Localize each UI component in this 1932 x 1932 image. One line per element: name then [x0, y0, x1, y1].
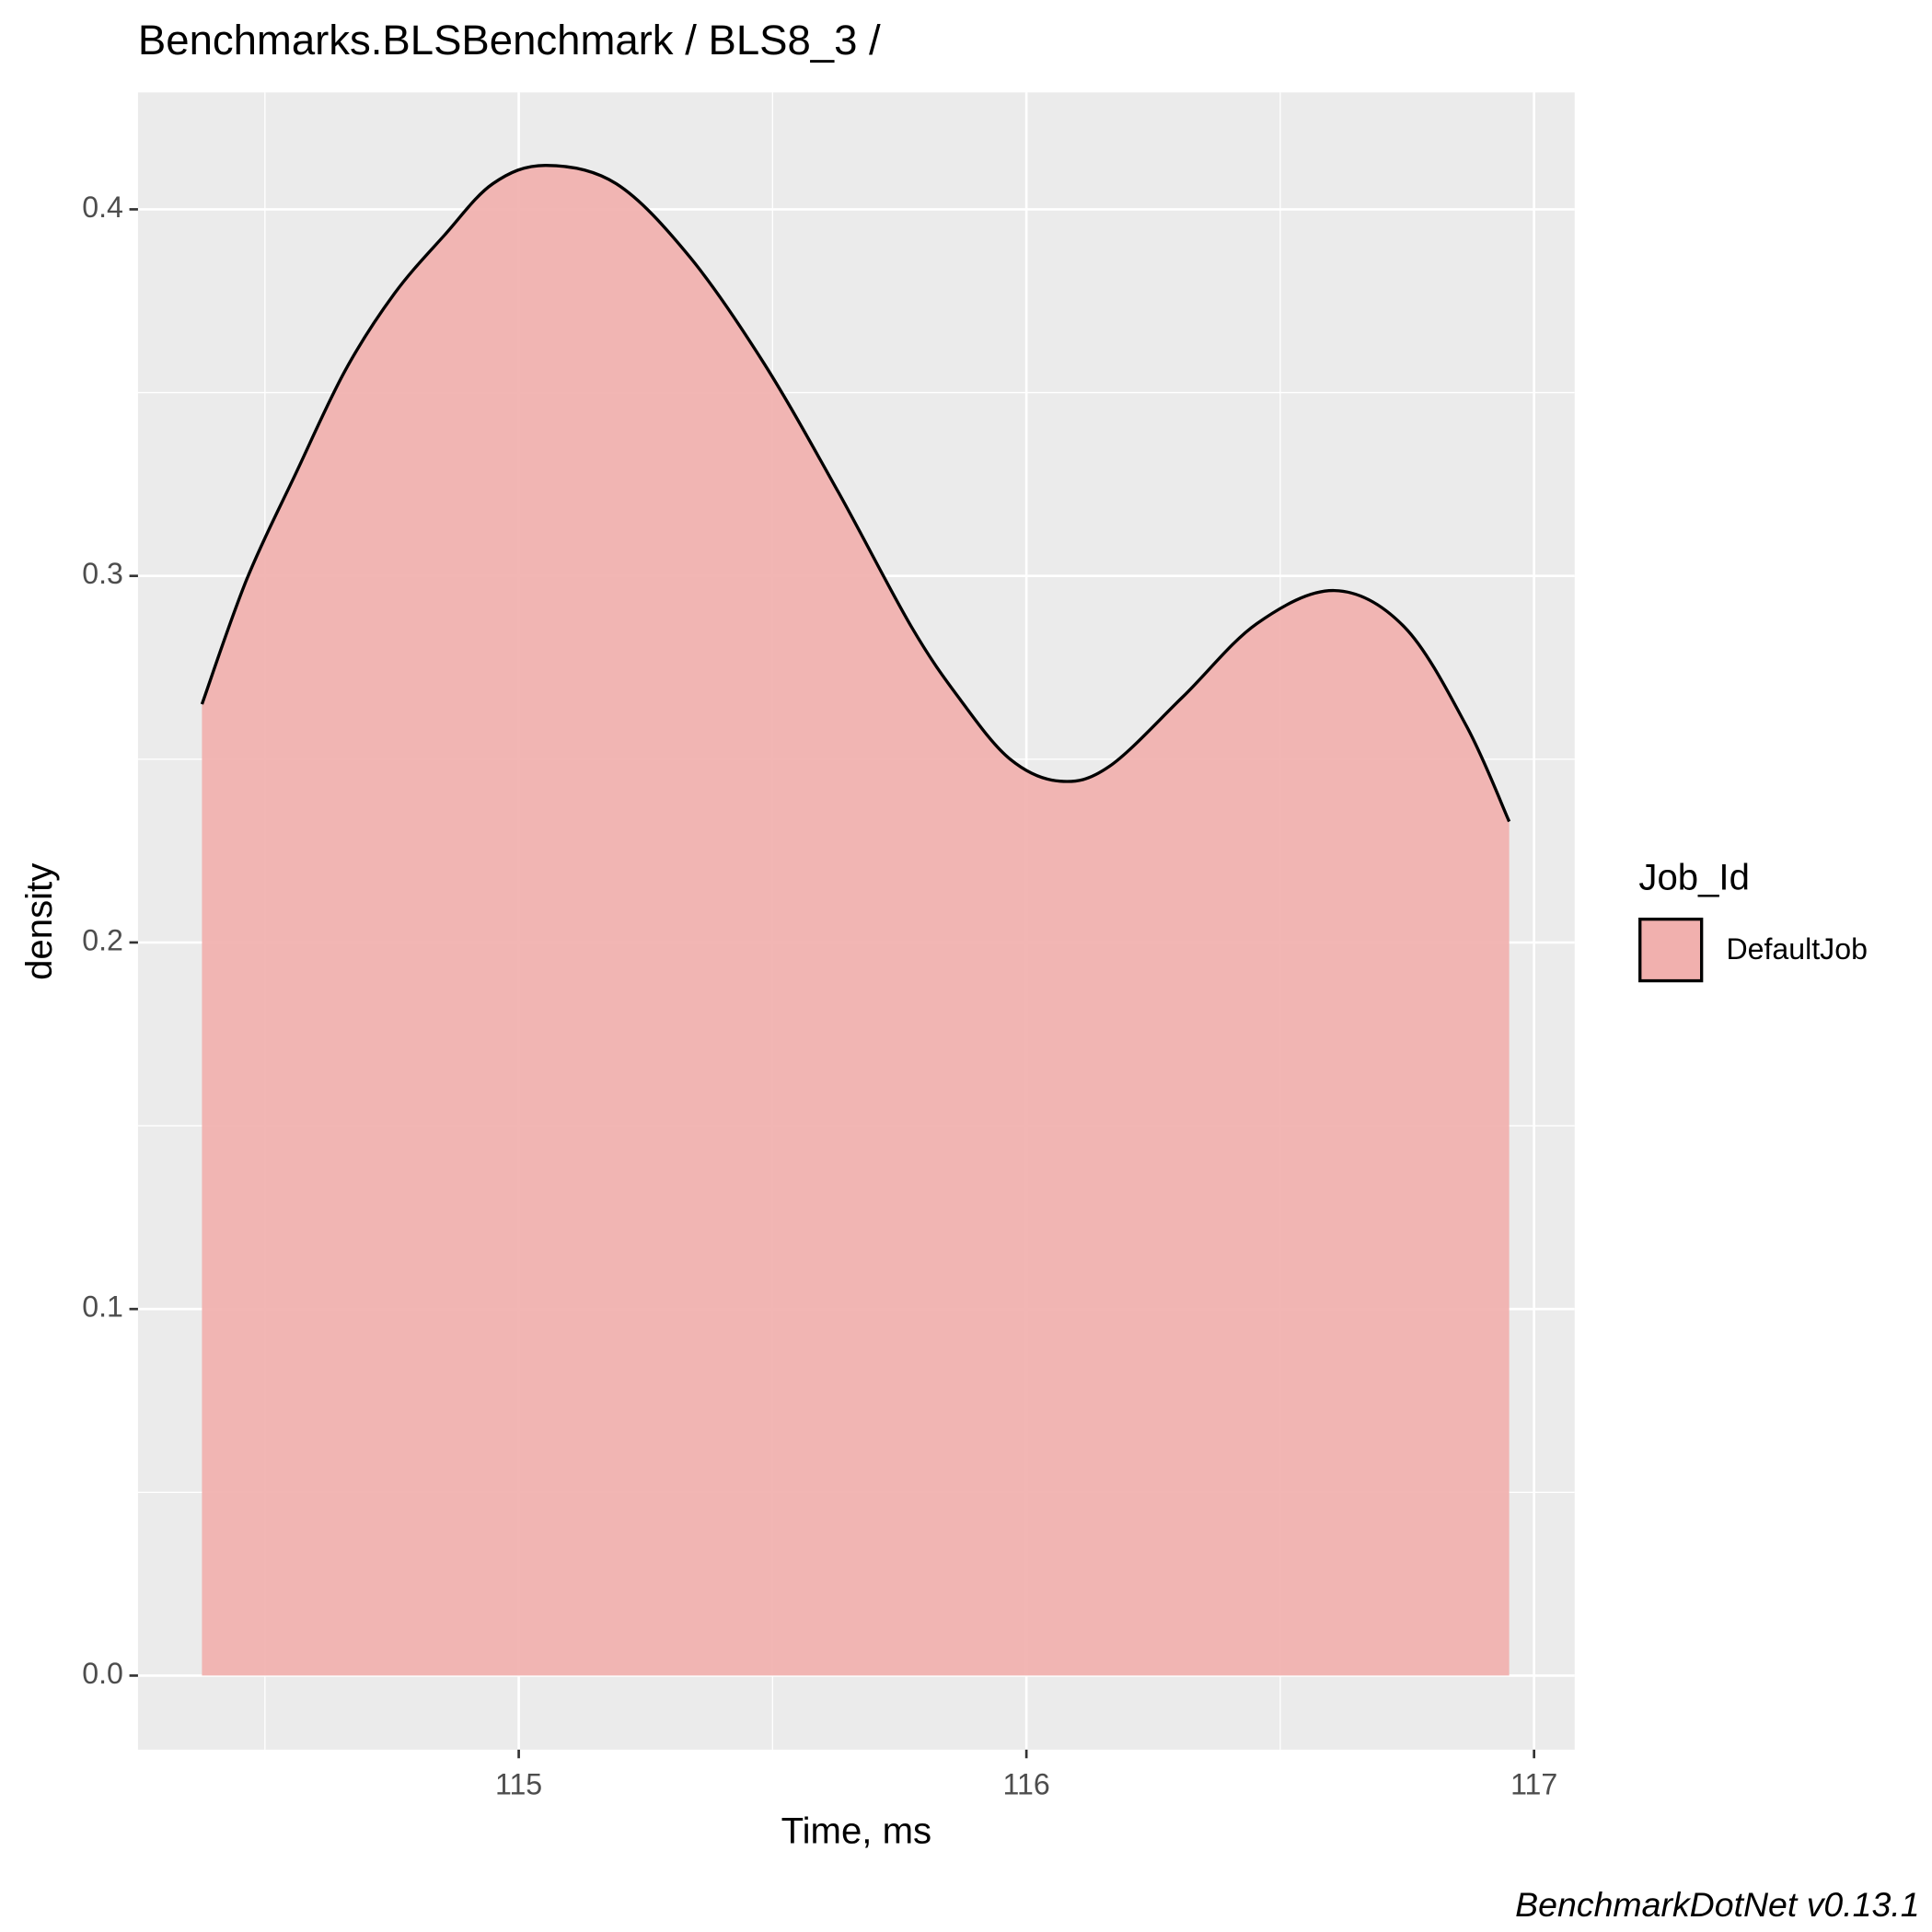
x-tick-label: 115: [495, 1768, 542, 1801]
x-tick-label: 116: [1003, 1768, 1050, 1801]
y-axis-title: density: [18, 863, 60, 980]
legend-label: DefaultJob: [1726, 932, 1868, 966]
y-tick-label: 0.1: [82, 1290, 123, 1324]
chart-title: Benchmarks.BLSBenchmark / BLS8_3 /: [138, 17, 881, 64]
density-line: [200, 163, 1511, 823]
x-axis-title: Time, ms: [781, 1811, 932, 1852]
caption: BenchmarkDotNet v0.13.1: [1515, 1885, 1919, 1924]
y-tick-label: 0.4: [82, 191, 123, 224]
legend-key: [1638, 917, 1704, 983]
x-tick-label: 117: [1510, 1768, 1557, 1801]
y-tick-label: 0.0: [82, 1657, 123, 1690]
y-tick-label: 0.2: [82, 923, 123, 956]
density-area: [202, 165, 1510, 1676]
legend-title: Job_Id: [1638, 856, 1750, 897]
y-tick-label: 0.3: [82, 557, 123, 590]
